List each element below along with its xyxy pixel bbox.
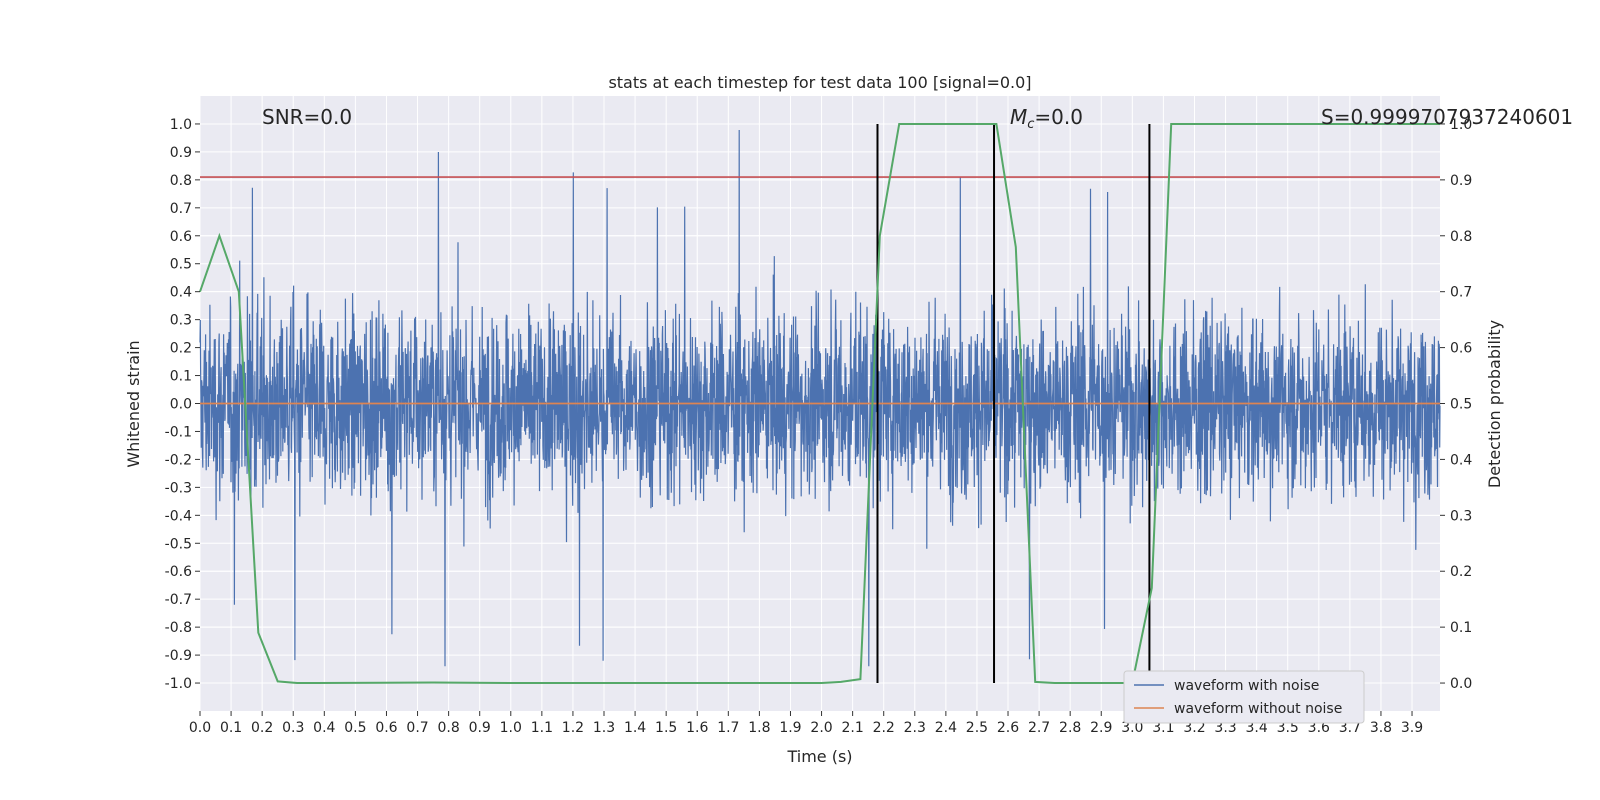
x-tick-label: 3.1 bbox=[1152, 720, 1174, 736]
x-tick-label: 2.1 bbox=[841, 720, 863, 736]
noise-series-line bbox=[199, 129, 1441, 667]
y-tick-label: -0.9 bbox=[165, 648, 192, 664]
mc-symbol: M bbox=[1010, 105, 1027, 129]
y-tick-label: -0.2 bbox=[165, 452, 192, 468]
x-tick-label: 2.7 bbox=[1028, 720, 1050, 736]
legend: waveform with noise waveform without noi… bbox=[1123, 670, 1365, 724]
y-right-tick-label: 0.1 bbox=[1450, 620, 1472, 636]
y-right-tick-label: 0.0 bbox=[1450, 676, 1472, 692]
y-axis-right: 1.0 0.9 0.8 0.7 0.6 0.5 0.4 0.3 0.2 0.1 0.0 bbox=[1440, 117, 1472, 692]
y-right-tick-label: 0.2 bbox=[1450, 564, 1472, 580]
x-tick-label: 3.7 bbox=[1339, 720, 1361, 736]
y-tick-label: -0.1 bbox=[165, 424, 192, 440]
x-tick-label: 2.4 bbox=[935, 720, 957, 736]
x-tick-label: 1.6 bbox=[686, 720, 708, 736]
y-tick-label: 0.6 bbox=[170, 229, 192, 245]
y-right-tick-label: 0.3 bbox=[1450, 508, 1472, 524]
x-tick-label: 2.9 bbox=[1090, 720, 1112, 736]
x-tick-label: 3.4 bbox=[1246, 720, 1268, 736]
x-tick-label: 0.4 bbox=[313, 720, 335, 736]
y-tick-label: -0.8 bbox=[165, 620, 192, 636]
x-tick-label: 1.3 bbox=[593, 720, 615, 736]
y-axis-right-label: Detection probability bbox=[1485, 320, 1504, 488]
y-right-tick-label: 0.8 bbox=[1450, 229, 1472, 245]
y-tick-label: 0.1 bbox=[170, 369, 192, 385]
x-axis-label: Time (s) bbox=[786, 747, 852, 766]
y-right-tick-label: 0.5 bbox=[1450, 397, 1472, 413]
y-right-tick-label: 0.4 bbox=[1450, 452, 1472, 468]
mc-subscript: c bbox=[1027, 117, 1034, 132]
x-tick-label: 2.3 bbox=[904, 720, 926, 736]
y-axis-left: 1.0 0.9 0.8 0.7 0.6 0.5 0.4 0.3 0.2 0.1 0.0 -0.1 -0.… bbox=[165, 117, 200, 692]
series-lines bbox=[199, 123, 1440, 684]
y-tick-label: 0.5 bbox=[170, 257, 192, 273]
y-tick-label: 0.3 bbox=[170, 313, 192, 329]
x-tick-label: 0.5 bbox=[344, 720, 366, 736]
x-tick-label: 2.8 bbox=[1059, 720, 1081, 736]
x-tick-label: 0.9 bbox=[469, 720, 491, 736]
y-tick-label: -0.4 bbox=[165, 508, 192, 524]
legend-label-noise: waveform with noise bbox=[1174, 678, 1319, 694]
y-tick-label: -0.5 bbox=[165, 536, 192, 552]
x-tick-label: 3.2 bbox=[1183, 720, 1205, 736]
x-axis: 0.0 0.1 0.2 0.3 0.4 0.5 0.6 0.7 0.8 0.9 1.0 1.1 1.2 1… bbox=[189, 711, 1423, 736]
y-tick-label: -1.0 bbox=[165, 676, 192, 692]
y-right-tick-label: 0.7 bbox=[1450, 285, 1472, 301]
x-tick-label: 3.6 bbox=[1308, 720, 1330, 736]
y-tick-label: 0.2 bbox=[170, 341, 192, 357]
x-tick-label: 1.7 bbox=[717, 720, 739, 736]
y-tick-label: 0.9 bbox=[170, 145, 192, 161]
y-tick-label: 1.0 bbox=[170, 117, 192, 133]
probability-series-line bbox=[199, 123, 1440, 684]
x-tick-label: 1.9 bbox=[779, 720, 801, 736]
mc-value: =0.0 bbox=[1034, 105, 1083, 129]
chart-title: stats at each timestep for test data 100… bbox=[608, 73, 1031, 92]
x-tick-label: 0.0 bbox=[189, 720, 211, 736]
x-tick-label: 0.7 bbox=[406, 720, 428, 736]
y-right-tick-label: 0.6 bbox=[1450, 341, 1472, 357]
mc-annotation: Mc=0.0 bbox=[1010, 105, 1083, 132]
x-tick-label: 2.5 bbox=[966, 720, 988, 736]
x-tick-label: 2.0 bbox=[810, 720, 832, 736]
x-tick-label: 3.3 bbox=[1214, 720, 1236, 736]
x-tick-label: 1.0 bbox=[500, 720, 522, 736]
x-tick-label: 1.2 bbox=[562, 720, 584, 736]
y-axis-label: Whitened strain bbox=[124, 340, 143, 467]
x-tick-label: 3.8 bbox=[1370, 720, 1392, 736]
x-tick-label: 3.0 bbox=[1121, 720, 1143, 736]
y-tick-label: -0.7 bbox=[165, 592, 192, 608]
x-tick-label: 0.2 bbox=[251, 720, 273, 736]
x-tick-label: 0.6 bbox=[375, 720, 397, 736]
y-tick-label: 0.7 bbox=[170, 201, 192, 217]
y-tick-label: 0.0 bbox=[170, 397, 192, 413]
x-tick-label: 1.4 bbox=[624, 720, 646, 736]
x-tick-label: 1.8 bbox=[748, 720, 770, 736]
x-tick-label: 1.1 bbox=[531, 720, 553, 736]
s-annotation: S=0.9999707937240601 bbox=[1321, 105, 1573, 129]
x-tick-label: 1.5 bbox=[655, 720, 677, 736]
y-right-tick-label: 1.0 bbox=[1450, 117, 1472, 133]
y-right-tick-label: 0.9 bbox=[1450, 173, 1472, 189]
y-tick-label: 0.4 bbox=[170, 285, 192, 301]
x-tick-label: 0.3 bbox=[282, 720, 304, 736]
snr-annotation: SNR=0.0 bbox=[262, 105, 352, 129]
noise-waveform bbox=[199, 129, 1441, 667]
x-tick-label: 2.2 bbox=[873, 720, 895, 736]
legend-box bbox=[1123, 670, 1365, 724]
x-tick-label: 3.9 bbox=[1401, 720, 1423, 736]
x-tick-label: 0.1 bbox=[220, 720, 242, 736]
x-tick-label: 0.8 bbox=[437, 720, 459, 736]
y-tick-label: -0.3 bbox=[165, 480, 192, 496]
x-tick-label: 2.6 bbox=[997, 720, 1019, 736]
y-tick-label: -0.6 bbox=[165, 564, 192, 580]
y-tick-label: 0.8 bbox=[170, 173, 192, 189]
legend-label-clean: waveform without noise bbox=[1174, 701, 1342, 717]
x-tick-label: 3.5 bbox=[1277, 720, 1299, 736]
